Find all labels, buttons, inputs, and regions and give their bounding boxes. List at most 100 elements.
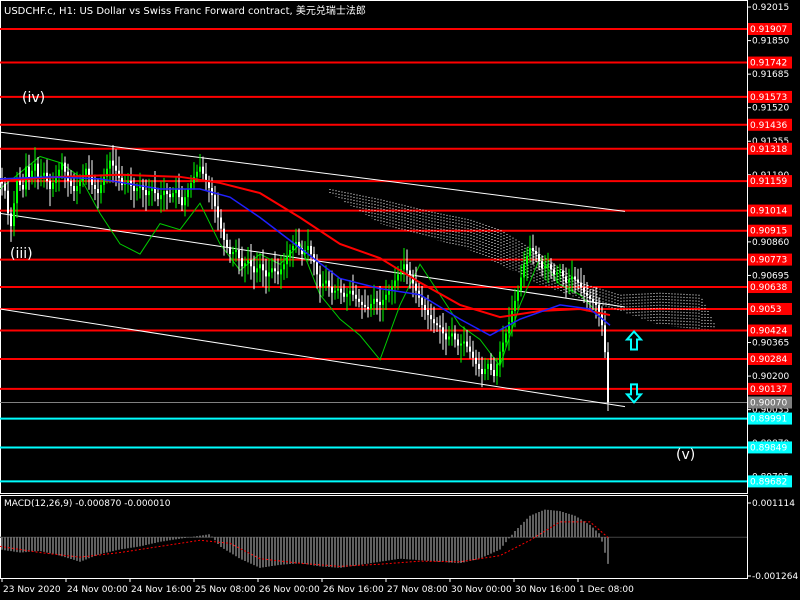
y-tick-label: 0.91685 <box>752 70 789 80</box>
level-price-tag <box>748 352 792 365</box>
candle-body <box>253 266 255 273</box>
trend-channel-line[interactable] <box>0 308 626 408</box>
candle-body <box>31 170 33 179</box>
candle-body <box>544 266 546 269</box>
candle-body <box>103 176 105 185</box>
candle-body <box>361 301 363 305</box>
candle-body <box>208 180 210 189</box>
candle-body <box>340 288 342 293</box>
level-price-label: 0.90638 <box>750 283 787 293</box>
candle-body <box>37 163 39 179</box>
candle-body <box>292 245 294 251</box>
candle-body <box>283 264 285 270</box>
candle-body <box>238 250 240 259</box>
candle-body <box>574 276 576 280</box>
ma-fast-line <box>0 176 611 337</box>
candle-body <box>493 369 495 377</box>
candle-body <box>517 290 519 301</box>
macd-y-tick-label: -0.001264 <box>752 572 798 582</box>
current-price-label: 0.90070 <box>750 399 787 409</box>
candle-body <box>559 270 561 273</box>
candle-body <box>91 176 93 185</box>
current-price-tag <box>748 396 792 409</box>
candle-body <box>4 183 6 191</box>
y-tick-label: 0.90200 <box>752 372 789 382</box>
candle-body <box>406 264 408 271</box>
candle-body <box>409 270 411 277</box>
level-price-tag <box>748 204 792 217</box>
level-price-label: 0.90424 <box>750 327 787 337</box>
candle-body <box>202 166 204 174</box>
candle-body <box>430 315 432 320</box>
candle-body <box>433 319 435 324</box>
candle-body <box>121 177 123 185</box>
trend-channel-line[interactable] <box>0 131 626 212</box>
candle-body <box>556 272 558 275</box>
candle-body <box>391 286 393 291</box>
candle-body <box>607 352 609 403</box>
macd-y-tick-label: 0.001114 <box>752 499 795 509</box>
candle-body <box>550 264 552 270</box>
level-price-label: 0.90915 <box>750 227 787 237</box>
candle-body <box>316 262 318 275</box>
candle-body <box>169 194 171 198</box>
x-tick-label: 1 Dec 08:00 <box>579 585 634 595</box>
candle-body <box>511 311 513 323</box>
candle-body <box>52 182 54 190</box>
candle-body <box>190 182 192 190</box>
candle-body <box>241 258 243 267</box>
candle-body <box>265 270 267 277</box>
candle-body <box>538 254 540 262</box>
candle-body <box>274 268 276 272</box>
wave-label: (iv) <box>22 90 45 106</box>
candle-body <box>379 301 381 305</box>
candle-body <box>526 256 528 265</box>
x-tick-label: 23 Nov 2020 <box>3 585 61 595</box>
candle-body <box>157 193 159 200</box>
candle-body <box>343 292 345 297</box>
x-tick-label: 24 Nov 00:00 <box>67 585 128 595</box>
candle-body <box>115 165 117 171</box>
candle-body <box>163 191 165 196</box>
candle-body <box>571 276 573 280</box>
x-tick-label: 26 Nov 00:00 <box>259 585 320 595</box>
candle-body <box>502 342 504 352</box>
candle-body <box>127 180 129 183</box>
candle-body <box>94 184 96 190</box>
chart-title: USDCHF.c, H1: US Dollar vs Swiss Franc F… <box>4 6 366 17</box>
x-tick-label: 24 Nov 16:00 <box>131 585 192 595</box>
arrow-up-icon[interactable] <box>624 329 644 351</box>
candle-body <box>280 269 282 275</box>
candle-body <box>64 162 66 172</box>
level-price-tag <box>748 412 792 425</box>
candle-body <box>136 188 138 192</box>
arrow-down-icon[interactable] <box>624 383 644 404</box>
candle-body <box>97 189 99 194</box>
candle-body <box>355 294 357 299</box>
ma-slow-line <box>0 173 611 319</box>
candle-body <box>595 301 597 305</box>
x-tick-label: 30 Nov 16:00 <box>515 585 576 595</box>
candle-body <box>76 185 78 192</box>
candle-body <box>181 197 183 206</box>
candle-body <box>580 282 582 288</box>
candle-body <box>307 245 309 251</box>
candle-body <box>370 303 372 309</box>
candle-body <box>586 292 588 296</box>
candle-body <box>442 327 444 334</box>
candle-body <box>22 184 24 190</box>
candle-body <box>310 245 312 255</box>
candle-body <box>145 190 147 196</box>
level-price-tag <box>748 175 792 188</box>
candle-body <box>535 251 537 255</box>
candle-body <box>589 295 591 299</box>
candle-body <box>175 189 177 194</box>
candle-body <box>58 169 60 177</box>
candle-body <box>484 368 486 375</box>
candle-body <box>499 351 501 364</box>
level-price-label: 0.90773 <box>750 256 787 266</box>
candle-body <box>16 180 18 204</box>
candle-body <box>106 168 108 177</box>
candle-body <box>139 184 141 189</box>
